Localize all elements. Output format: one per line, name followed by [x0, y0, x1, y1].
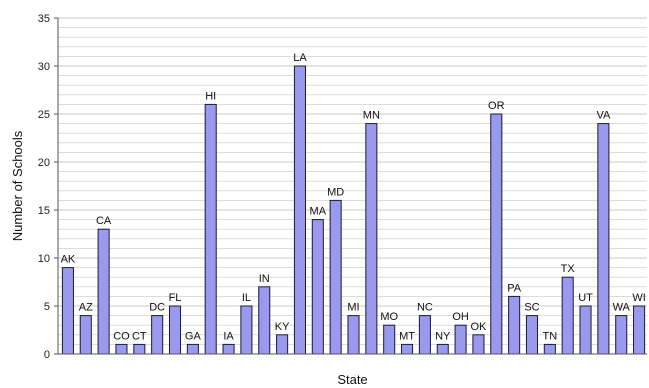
bar-label-ct: CT [132, 330, 147, 342]
y-tick-label: 35 [38, 13, 50, 25]
bar-label-ky: KY [275, 321, 290, 333]
bar-label-ut: UT [578, 292, 593, 304]
bar-label-fl: FL [169, 292, 182, 304]
bar-label-la: LA [293, 52, 307, 64]
bar-label-nc: NC [417, 302, 433, 314]
bar-mo [383, 324, 396, 355]
x-axis-title: State [337, 372, 367, 387]
bar-label-ok: OK [470, 321, 487, 333]
bar-label-ma: MA [310, 206, 327, 218]
bar-label-mo: MO [380, 311, 398, 323]
bar-label-co: CO [113, 330, 130, 342]
bar-label-ia: IA [223, 330, 234, 342]
bar-fl [168, 305, 182, 355]
bar-label-mi: MI [347, 302, 359, 314]
y-tick-label: 30 [38, 61, 50, 73]
bar-label-mn: MN [363, 110, 380, 122]
bar-label-az: AZ [79, 302, 93, 314]
bar-ky [276, 334, 289, 355]
y-tick-label: 15 [38, 205, 50, 217]
bar-label-hi: HI [205, 90, 216, 102]
bar-label-sc: SC [524, 302, 539, 314]
y-tick-label: 10 [38, 253, 50, 265]
bar-mn [365, 123, 378, 355]
bar-mt [401, 343, 414, 355]
bar-label-ak: AK [61, 254, 76, 266]
bar-sc [525, 315, 539, 355]
bar-ct [133, 343, 146, 355]
bar-label-pa: PA [507, 282, 522, 294]
bar-label-md: MD [327, 186, 344, 198]
bar-nc [418, 315, 431, 355]
bar-label-il: IL [242, 292, 251, 304]
y-tick-label: 0 [44, 349, 50, 361]
bar-ny [436, 343, 449, 355]
bar-hi [204, 103, 217, 355]
bar-la [293, 65, 306, 355]
bar-ak [61, 267, 74, 355]
y-tick-label: 25 [38, 109, 50, 121]
bar-label-mt: MT [399, 330, 415, 342]
bars [61, 65, 646, 355]
bar-label-tn: TN [542, 330, 557, 342]
bar-ga [186, 343, 199, 355]
bar-label-wi: WI [632, 292, 645, 304]
bar-dc [151, 315, 164, 355]
bar-label-in: IN [259, 273, 270, 285]
y-tick-label: 5 [44, 301, 50, 313]
bar-label-dc: DC [149, 302, 165, 314]
bar-label-or: OR [488, 100, 505, 112]
bar-ut [579, 305, 592, 355]
y-axis-ticks: 0 5 10 15 20 25 30 35 [38, 13, 58, 361]
bar-label-oh: OH [452, 311, 469, 323]
bar-label-wa: WA [613, 302, 631, 314]
gridlines [58, 17, 647, 355]
bar-mi [347, 315, 360, 355]
bar-ca [97, 228, 110, 355]
bar-co [115, 343, 128, 355]
bar-or [490, 113, 503, 355]
bar-tn [543, 343, 556, 355]
y-tick-label: 20 [38, 157, 50, 169]
bar-label-tx: TX [561, 263, 576, 275]
bar-az [79, 315, 92, 355]
bar-pa [508, 295, 521, 355]
bar-wi [633, 305, 646, 355]
bar-label-ny: NY [435, 330, 451, 342]
y-axis-title: Number of Schools [10, 130, 25, 241]
bar-in [258, 286, 271, 355]
bar-wa [615, 315, 628, 355]
bar-tx [561, 276, 574, 355]
bar-il [240, 305, 253, 355]
bar-va [597, 123, 610, 355]
bar-ia [222, 343, 235, 355]
bar-oh [454, 324, 467, 355]
bar-label-va: VA [596, 110, 611, 122]
bar-ok [472, 334, 485, 355]
bar-label-ca: CA [96, 215, 112, 227]
bar-ma [311, 219, 324, 355]
bar-md [329, 199, 342, 355]
bar-label-ga: GA [185, 330, 202, 342]
